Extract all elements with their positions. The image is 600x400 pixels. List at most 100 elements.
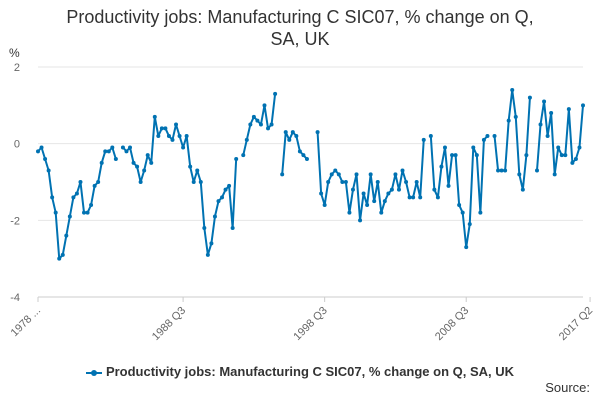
data-point — [396, 187, 401, 192]
data-point — [450, 153, 455, 158]
data-point — [287, 137, 292, 142]
data-point — [418, 195, 423, 200]
data-point — [64, 233, 69, 238]
data-point — [198, 180, 203, 184]
data-point — [174, 122, 179, 127]
data-point — [379, 210, 384, 215]
data-point — [124, 149, 129, 154]
data-point — [361, 191, 366, 196]
data-point — [566, 107, 571, 112]
data-point — [503, 168, 508, 173]
data-point — [556, 145, 561, 150]
data-point — [177, 134, 182, 138]
y-axis: -4 -2 0 2 — [10, 62, 20, 304]
data-point — [96, 180, 101, 184]
data-point — [135, 164, 140, 169]
data-point — [82, 210, 87, 215]
data-point — [358, 218, 363, 223]
data-point — [375, 180, 380, 184]
data-point — [563, 153, 568, 158]
data-point — [343, 180, 348, 184]
data-point — [570, 160, 575, 165]
data-point — [290, 130, 295, 135]
data-point — [421, 137, 426, 142]
data-point — [142, 168, 147, 173]
data-point — [573, 157, 578, 161]
data-point — [559, 153, 564, 158]
data-point — [191, 180, 196, 184]
data-point — [474, 153, 479, 158]
data-point — [411, 195, 416, 200]
data-point — [319, 191, 324, 196]
data-point — [372, 199, 377, 204]
legend[interactable]: Productivity jobs: Manufacturing C SIC07… — [0, 364, 600, 379]
data-point — [262, 103, 267, 108]
data-point — [163, 126, 168, 131]
data-point — [188, 164, 193, 169]
y-axis-unit-label: % — [9, 46, 20, 60]
data-point — [485, 134, 490, 138]
data-point — [195, 168, 200, 173]
data-point — [205, 252, 210, 257]
data-point — [382, 199, 387, 204]
data-point — [110, 145, 115, 150]
data-point — [581, 103, 585, 108]
data-point — [50, 195, 55, 200]
data-point — [457, 203, 462, 207]
data-point — [103, 149, 108, 154]
y-tick-label: -2 — [10, 215, 20, 227]
data-point — [71, 195, 76, 200]
data-point — [170, 137, 175, 142]
data-point — [517, 172, 522, 177]
data-point — [57, 256, 62, 261]
data-point — [181, 145, 186, 150]
x-axis: 1978 ... 1988 Q3 1998 Q3 2008 Q3 2017 Q2 — [9, 296, 595, 343]
data-point — [354, 172, 359, 177]
data-point — [496, 168, 501, 173]
data-point — [85, 210, 90, 215]
data-point — [209, 241, 214, 246]
data-point — [389, 187, 394, 192]
data-point — [524, 153, 529, 158]
data-point — [131, 160, 136, 165]
data-point — [329, 172, 334, 177]
legend-label: Productivity jobs: Manufacturing C SIC07… — [105, 364, 515, 379]
data-point — [152, 114, 157, 119]
data-point — [99, 160, 104, 165]
data-point — [333, 168, 338, 173]
data-point — [251, 114, 256, 119]
data-point — [304, 157, 309, 161]
data-point — [460, 210, 465, 215]
data-point — [432, 187, 437, 192]
data-point — [106, 149, 111, 154]
data-point — [534, 168, 539, 173]
chart-title-line-1: Productivity jobs: Manufacturing C SIC07… — [66, 7, 534, 27]
data-point — [407, 195, 412, 200]
data-point — [223, 187, 228, 192]
data-point — [506, 118, 511, 123]
data-point — [315, 130, 320, 135]
x-tick-label: 2017 Q2 — [557, 305, 595, 343]
data-point — [89, 203, 94, 207]
x-tick-label: 1988 Q3 — [150, 305, 188, 343]
data-point — [368, 172, 373, 177]
data-point — [74, 191, 79, 196]
data-point — [255, 118, 260, 123]
data-point — [145, 153, 150, 158]
data-point — [464, 245, 469, 250]
data-point — [442, 145, 447, 150]
data-point — [439, 164, 444, 169]
data-point — [138, 180, 143, 184]
data-point — [216, 199, 221, 204]
data-point — [212, 214, 217, 219]
data-point — [549, 111, 554, 115]
data-point — [446, 183, 451, 188]
data-point — [283, 130, 288, 135]
data-point — [78, 180, 83, 184]
data-point — [538, 122, 543, 127]
data-point — [545, 134, 550, 138]
data-point — [542, 99, 547, 104]
data-point — [166, 134, 171, 138]
data-point — [322, 203, 327, 207]
